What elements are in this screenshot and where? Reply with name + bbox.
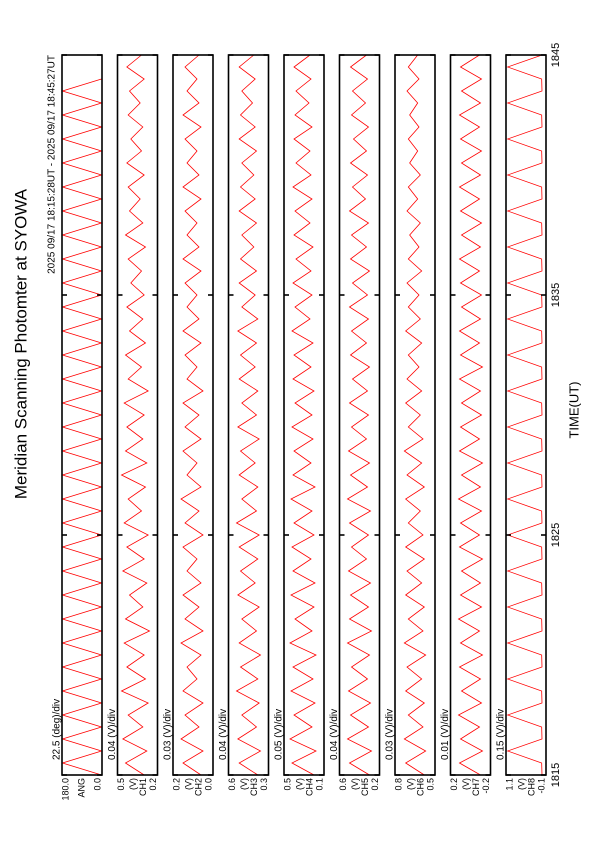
channel-label: CH1 bbox=[138, 778, 148, 796]
x-tick-label: 1825 bbox=[550, 523, 562, 547]
y-tick-label: 180.0 bbox=[60, 778, 70, 801]
y-tick-label: 1.1 bbox=[504, 778, 514, 791]
panel-frame bbox=[227, 54, 270, 776]
y-tick-label: 0.1 bbox=[314, 778, 324, 791]
panel-frame bbox=[61, 54, 103, 776]
y-tick-label: 0.2 bbox=[171, 778, 181, 791]
x-tick-label: 1815 bbox=[550, 763, 562, 787]
unit-label: (V) bbox=[461, 778, 471, 790]
chart-title: Meridian Scanning Photomter at SYOWA bbox=[11, 188, 30, 499]
scale-label: 0.15 (V)/div bbox=[496, 709, 507, 760]
y-tick-label: 0.5 bbox=[425, 778, 435, 791]
channel-label: CH8 bbox=[526, 778, 536, 796]
y-tick-label: 0.8 bbox=[393, 778, 403, 791]
panel-frame bbox=[338, 54, 381, 776]
scale-label: 0.01 (V)/div bbox=[440, 709, 451, 760]
scale-label: 0.05 (V)/div bbox=[274, 709, 285, 760]
y-tick-label: 0.5 bbox=[282, 778, 292, 791]
data-line bbox=[346, 54, 373, 776]
y-tick-label: 0.2 bbox=[449, 778, 459, 791]
x-axis-label: TIME(UT) bbox=[566, 381, 581, 438]
unit-label: (V) bbox=[405, 778, 415, 790]
y-tick-label: -0.2 bbox=[481, 778, 491, 794]
data-line bbox=[289, 54, 317, 776]
unit-label: (V) bbox=[350, 778, 360, 790]
panel-frame bbox=[283, 54, 325, 776]
data-line bbox=[403, 54, 427, 776]
scale-label: 0.04 (V)/div bbox=[107, 709, 118, 760]
scale-label: 22.5 (deg)/div bbox=[52, 699, 63, 760]
data-line bbox=[61, 78, 103, 776]
panel-frame bbox=[394, 54, 436, 776]
y-tick-label: 0.5 bbox=[116, 778, 126, 791]
data-line bbox=[506, 54, 543, 776]
scale-label: 0.03 (V)/div bbox=[385, 709, 396, 760]
scale-label: 0.04 (V)/div bbox=[218, 709, 229, 760]
y-tick-label: -0.1 bbox=[536, 778, 546, 794]
data-line bbox=[457, 54, 484, 776]
data-line bbox=[180, 54, 204, 776]
y-tick-label: 0.3 bbox=[259, 778, 269, 791]
data-line bbox=[235, 54, 262, 776]
channel-label: CH7 bbox=[471, 778, 481, 796]
channel-label: CH3 bbox=[249, 778, 259, 796]
y-tick-label: 0.2 bbox=[148, 778, 158, 791]
panel-frame bbox=[449, 54, 492, 776]
y-tick-label: 0.0 bbox=[92, 778, 102, 791]
unit-label: (V) bbox=[239, 778, 249, 790]
channel-label: CH4 bbox=[304, 778, 314, 796]
unit-label: (V) bbox=[294, 778, 304, 790]
scale-label: 0.03 (V)/div bbox=[163, 709, 174, 760]
y-tick-label: 0.2 bbox=[370, 778, 380, 791]
y-tick-label: 0.6 bbox=[338, 778, 348, 791]
y-tick-label: 0.0 bbox=[203, 778, 213, 791]
x-tick-label: 1845 bbox=[550, 43, 562, 67]
panel-frame bbox=[505, 54, 547, 776]
panel-frame bbox=[116, 54, 159, 776]
x-tick-label: 1835 bbox=[550, 283, 562, 307]
channel-label: CH2 bbox=[193, 778, 203, 796]
scale-label: 0.04 (V)/div bbox=[329, 709, 340, 760]
channel-label: CH5 bbox=[360, 778, 370, 796]
unit-label: (V) bbox=[516, 778, 526, 790]
data-line bbox=[120, 54, 151, 776]
unit-label: (V) bbox=[183, 778, 193, 790]
unit-label: (V) bbox=[128, 778, 138, 790]
channel-label: ANG bbox=[76, 778, 86, 798]
subtitle: 2025 09/17 18:15:28UT - 2025 09/17 18:45… bbox=[47, 55, 58, 274]
y-tick-label: 0.6 bbox=[227, 778, 237, 791]
channel-label: CH6 bbox=[415, 778, 425, 796]
panel-frame bbox=[172, 54, 214, 776]
